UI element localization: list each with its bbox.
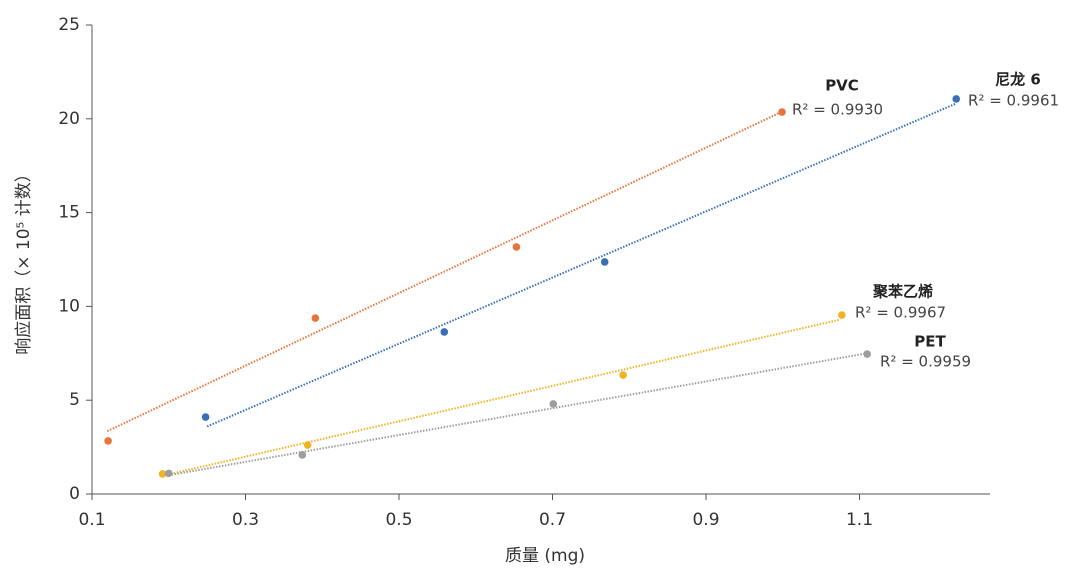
r-squared: R² = 0.9961 <box>968 92 1059 110</box>
series-name: PVC <box>825 77 859 95</box>
point <box>863 350 871 358</box>
y-tick-label: 5 <box>69 390 80 410</box>
x-tick-label: 0.1 <box>78 510 105 530</box>
y-tick-label: 10 <box>58 296 80 316</box>
trend-line <box>106 110 784 433</box>
x-tick-label: 0.9 <box>692 510 719 530</box>
trend-line <box>168 352 868 477</box>
point <box>778 108 786 116</box>
point <box>440 328 449 336</box>
x-tick-label: 0.7 <box>539 510 566 530</box>
trend-line <box>206 102 956 428</box>
point <box>298 451 307 459</box>
y-tick-label: 20 <box>58 109 80 129</box>
series-name: PET <box>914 333 946 351</box>
point <box>104 437 112 445</box>
series-name: 尼龙 6 <box>995 71 1041 89</box>
point <box>201 413 210 421</box>
r-squared: R² = 0.9959 <box>880 353 971 371</box>
y-tick-label: 25 <box>58 15 80 35</box>
y-tick-label: 15 <box>58 203 80 223</box>
r-squared: R² = 0.9967 <box>855 304 946 322</box>
x-tick-label: 0.3 <box>232 510 259 530</box>
trend-line <box>164 318 841 477</box>
point <box>164 469 173 478</box>
y-tick-label: 0 <box>69 484 80 504</box>
point <box>619 371 627 379</box>
point <box>952 95 961 103</box>
y-axis-label: 响应面积（× 10⁵ 计数） <box>14 165 34 355</box>
point <box>311 314 320 322</box>
x-tick-label: 1.1 <box>846 510 873 530</box>
point <box>600 258 609 266</box>
r-squared: R² = 0.9930 <box>792 101 883 119</box>
point <box>158 470 167 478</box>
point <box>512 243 521 251</box>
point <box>549 400 558 408</box>
x-tick-label: 0.5 <box>385 510 412 530</box>
series-name: 聚苯乙烯 <box>872 283 933 301</box>
point <box>838 311 846 319</box>
x-axis-label: 质量 (mg) <box>505 546 585 566</box>
point <box>303 441 312 449</box>
